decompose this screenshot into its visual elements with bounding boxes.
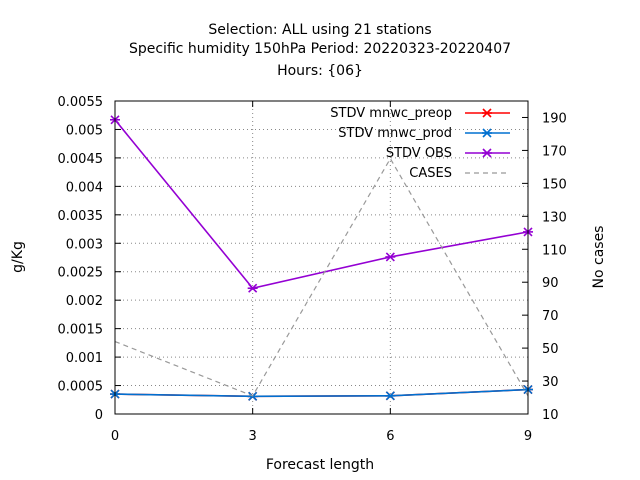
x-axis-label: Forecast length	[266, 457, 374, 473]
y2-tick-label: 50	[542, 342, 559, 357]
y2-tick-label: 70	[542, 309, 559, 324]
title-line-1: Selection: ALL using 21 stations	[208, 22, 431, 38]
y-tick-label: 0.0025	[58, 266, 104, 281]
y-tick-label: 0.0045	[58, 152, 104, 167]
x-tick-label: 3	[249, 429, 257, 444]
series-line	[114, 157, 529, 397]
y-tick-label: 0.002	[66, 294, 103, 309]
data-point	[385, 252, 396, 262]
legend-label: STDV OBS	[386, 146, 452, 161]
y2-tick-label: 150	[542, 177, 567, 192]
y2-tick-label: 30	[542, 375, 559, 390]
series-line	[114, 119, 529, 290]
chart-title: Selection: ALL using 21 stations Specifi…	[129, 22, 511, 79]
x-tick-label: 9	[524, 429, 532, 444]
y-tick-label: 0.0055	[58, 95, 104, 110]
y2-tick-label: 90	[542, 276, 559, 291]
legend-label: CASES	[409, 166, 452, 181]
y-tick-label: 0.003	[66, 237, 103, 252]
legend-label: STDV mnwc_preop	[330, 106, 452, 121]
y-tick-label: 0.0005	[58, 380, 104, 395]
legend-marker	[482, 128, 492, 138]
y2-axis-label: No cases	[591, 226, 607, 289]
series-line	[114, 388, 529, 398]
y-tick-label: 0.005	[66, 123, 103, 138]
y-tick-label: 0	[95, 408, 103, 423]
x-tick-label: 0	[111, 429, 119, 444]
y-axis-label: g/Kg	[10, 241, 26, 273]
series-stdv-obs	[110, 115, 533, 293]
plot-frame	[114, 100, 529, 415]
title-line-3: Hours: {06}	[277, 63, 363, 79]
legend-marker	[482, 108, 492, 118]
data-point	[247, 283, 258, 293]
y-tick-label: 0.004	[66, 180, 103, 195]
series-cases	[114, 157, 529, 397]
y2-tick-label: 190	[542, 111, 567, 126]
axis-ticks: 0 3 6 900.00050.0010.00150.0020.00250.0030.…	[58, 95, 567, 444]
y-tick-label: 0.0015	[58, 323, 104, 338]
y-tick-label: 0.001	[66, 351, 103, 366]
series-layer	[110, 115, 533, 401]
x-tick-label: 6	[386, 429, 394, 444]
y2-tick-label: 110	[542, 243, 567, 258]
legend: STDV mnwc_preop STDV mnwc_prod STDV OBS CAS…	[330, 106, 510, 181]
y-tick-label: 0.0035	[58, 209, 104, 224]
data-point	[385, 391, 396, 401]
y2-tick-label: 130	[542, 210, 567, 225]
series-stdv-mnwc-prod	[110, 384, 533, 401]
legend-label: STDV mnwc_prod	[338, 126, 452, 141]
y2-tick-label: 10	[542, 408, 559, 423]
legend-marker	[482, 148, 492, 158]
title-line-2: Specific humidity 150hPa Period: 2022032…	[129, 41, 511, 57]
grid-lines	[115, 101, 528, 414]
y2-tick-label: 170	[542, 144, 567, 159]
